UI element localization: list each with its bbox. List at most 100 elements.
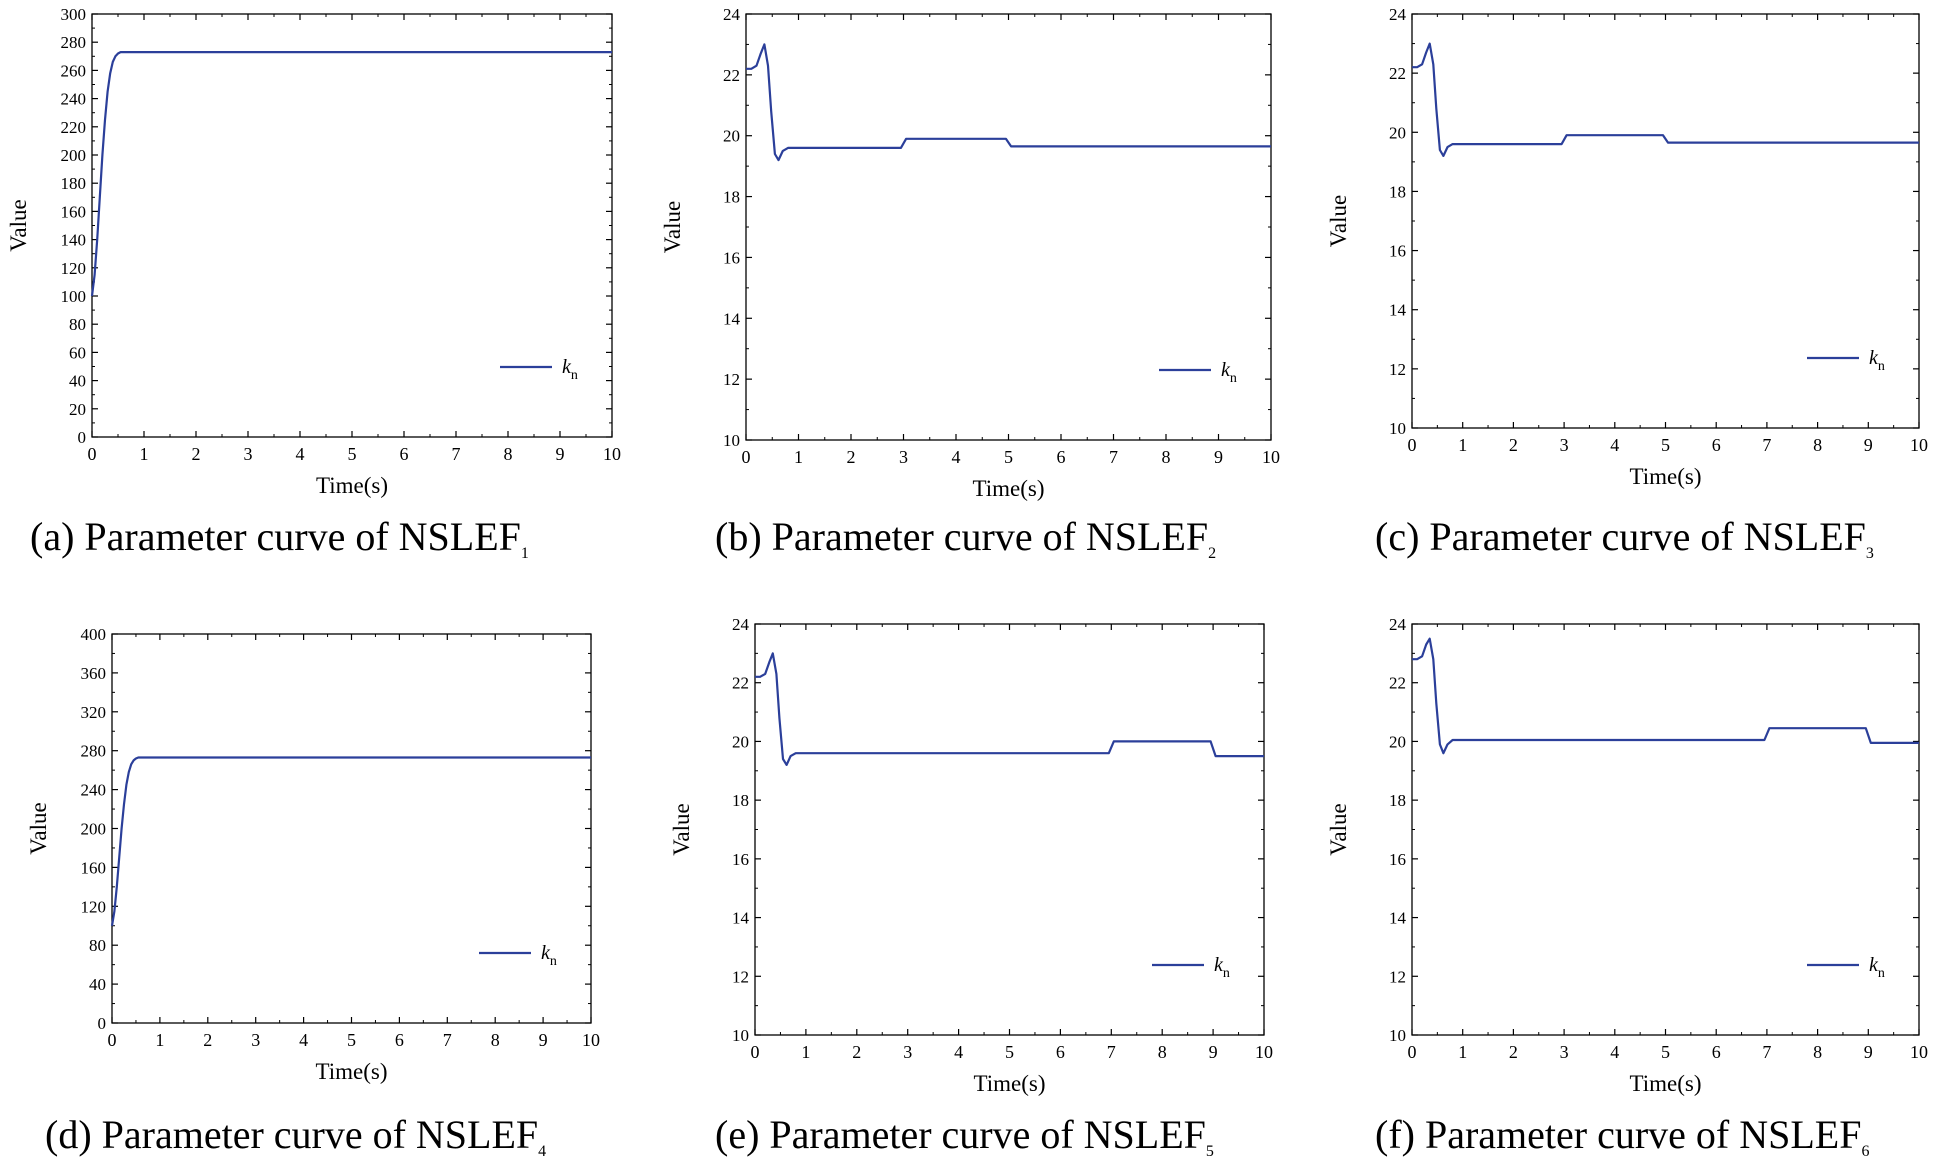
- x-tick-label: 10: [1255, 1042, 1273, 1062]
- y-tick-label: 20: [69, 400, 86, 419]
- x-axis-label: Time(s): [974, 1071, 1046, 1096]
- y-axis-label: Value: [1326, 195, 1351, 247]
- x-tick-label: 4: [954, 1042, 963, 1062]
- x-tick-label: 0: [88, 444, 97, 464]
- y-tick-label: 18: [1389, 182, 1406, 201]
- y-tick-label: 12: [723, 370, 740, 389]
- series-line-kn: [755, 652, 1264, 766]
- y-tick-label: 140: [61, 231, 87, 250]
- x-tick-label: 4: [299, 1030, 308, 1050]
- x-tick-label: 10: [1910, 1042, 1928, 1062]
- plot-frame: [111, 633, 592, 1024]
- x-tick-label: 9: [556, 444, 565, 464]
- y-tick-label: 260: [61, 61, 87, 80]
- x-tick-label: 9: [539, 1030, 548, 1050]
- x-tick-label: 4: [1610, 1042, 1619, 1062]
- legend-label: kn: [1214, 954, 1230, 981]
- x-tick-label: 5: [1661, 435, 1670, 455]
- x-tick-label: 1: [1458, 435, 1467, 455]
- y-tick-label: 10: [723, 431, 740, 450]
- x-tick-label: 3: [1560, 435, 1569, 455]
- y-tick-label: 22: [1389, 64, 1406, 83]
- x-tick-label: 2: [852, 1042, 861, 1062]
- y-tick-label: 360: [81, 664, 107, 683]
- y-tick-label: 14: [732, 909, 750, 928]
- y-tick-label: 10: [732, 1026, 749, 1045]
- y-tick-label: 220: [61, 118, 87, 137]
- x-axis-label: Time(s): [316, 1059, 388, 1084]
- panel-caption: (f) Parameter curve of NSLEF6: [1375, 1112, 1869, 1160]
- y-axis-label: Value: [669, 803, 694, 855]
- x-tick-label: 10: [1262, 447, 1280, 467]
- x-tick-label: 0: [1408, 1042, 1417, 1062]
- series-line-kn: [746, 43, 1271, 162]
- y-tick-label: 10: [1389, 1026, 1406, 1045]
- y-tick-label: 24: [732, 615, 750, 634]
- y-tick-label: 22: [732, 674, 749, 693]
- y-tick-label: 10: [1389, 419, 1406, 438]
- x-axis-label: Time(s): [973, 476, 1045, 501]
- x-tick-label: 10: [1910, 435, 1928, 455]
- panel-caption: (e) Parameter curve of NSLEF5: [715, 1112, 1214, 1160]
- x-tick-label: 8: [1813, 435, 1822, 455]
- y-tick-label: 14: [1389, 301, 1407, 320]
- y-tick-label: 200: [61, 146, 87, 165]
- x-tick-label: 5: [348, 444, 357, 464]
- x-axis-label: Time(s): [1630, 1071, 1702, 1096]
- y-tick-label: 60: [69, 343, 86, 362]
- y-tick-label: 12: [1389, 967, 1406, 986]
- x-tick-label: 4: [296, 444, 305, 464]
- x-tick-label: 5: [347, 1030, 356, 1050]
- y-tick-label: 18: [1389, 791, 1406, 810]
- x-tick-label: 7: [1762, 435, 1771, 455]
- x-tick-label: 7: [452, 444, 461, 464]
- x-tick-label: 7: [1107, 1042, 1116, 1062]
- y-axis-label: Value: [1326, 803, 1351, 855]
- series-line-kn: [90, 51, 612, 297]
- y-tick-label: 20: [732, 732, 749, 751]
- plot-frame: [1411, 623, 1920, 1036]
- plot-frame: [754, 623, 1265, 1036]
- x-tick-label: 5: [1004, 447, 1013, 467]
- x-tick-label: 9: [1214, 447, 1223, 467]
- x-tick-label: 1: [1458, 1042, 1467, 1062]
- x-tick-label: 7: [1109, 447, 1118, 467]
- y-tick-label: 320: [81, 703, 107, 722]
- y-tick-label: 24: [1389, 615, 1407, 634]
- panel-caption: (d) Parameter curve of NSLEF4: [45, 1112, 546, 1160]
- x-tick-label: 3: [251, 1030, 260, 1050]
- x-tick-label: 1: [801, 1042, 810, 1062]
- y-tick-label: 40: [89, 975, 106, 994]
- y-tick-label: 80: [69, 315, 86, 334]
- x-tick-label: 4: [952, 447, 961, 467]
- x-tick-label: 1: [794, 447, 803, 467]
- y-tick-label: 22: [723, 66, 740, 85]
- y-tick-label: 300: [61, 5, 87, 24]
- x-axis-label: Time(s): [316, 473, 388, 498]
- y-tick-label: 40: [69, 372, 86, 391]
- y-tick-label: 16: [723, 248, 740, 267]
- y-tick-label: 200: [81, 820, 107, 839]
- x-tick-label: 10: [603, 444, 621, 464]
- x-tick-label: 2: [847, 447, 856, 467]
- y-tick-label: 400: [81, 625, 107, 644]
- x-tick-label: 9: [1864, 435, 1873, 455]
- plot-frame: [1411, 13, 1920, 429]
- y-tick-label: 20: [1389, 732, 1406, 751]
- chart-panel-d: 0 40 80 120 160 200 240 280 320 360 400 0 1 2 3 4 5 6 7 8 9 1…: [26, 625, 600, 1160]
- legend-label: kn: [541, 942, 557, 969]
- x-tick-label: 0: [108, 1030, 117, 1050]
- x-tick-label: 10: [582, 1030, 600, 1050]
- x-tick-label: 2: [1509, 435, 1518, 455]
- plot-frame: [91, 13, 613, 438]
- x-tick-label: 1: [155, 1030, 164, 1050]
- chart-panel-a: 0204060801001201401601802002202402602803…: [6, 5, 621, 562]
- y-tick-label: 180: [61, 174, 87, 193]
- x-tick-label: 3: [244, 444, 253, 464]
- y-tick-label: 280: [81, 742, 107, 761]
- x-axis-label: Time(s): [1630, 464, 1702, 489]
